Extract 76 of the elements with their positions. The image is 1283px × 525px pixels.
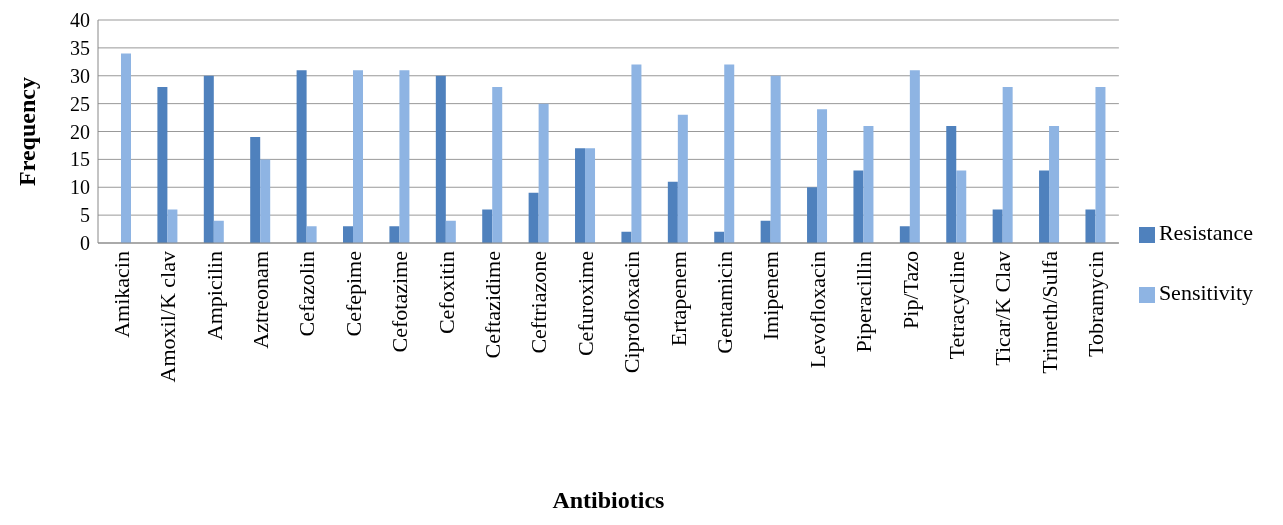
x-tick-label: Piperacillin	[851, 251, 877, 353]
x-tick-label: Tetracycline	[944, 251, 970, 360]
bar	[1002, 86, 1013, 243]
y-tick-label: 20	[70, 120, 90, 143]
x-tick-label: Aztreonam	[248, 251, 274, 349]
x-tick-label: Levofloxacin	[804, 251, 830, 369]
bar	[1085, 209, 1096, 243]
bar	[482, 209, 493, 243]
bar	[807, 187, 818, 243]
y-tick-label: 35	[70, 36, 90, 59]
bar	[445, 220, 456, 243]
y-tick-label: 10	[70, 176, 90, 199]
legend-label: Resistance	[1158, 220, 1253, 245]
x-tick-label: Ceftriazone	[526, 251, 552, 354]
bar	[631, 64, 642, 243]
bar	[353, 70, 364, 243]
x-tick-label: Amoxil/K clav	[155, 251, 181, 383]
bar	[343, 226, 354, 243]
bar	[399, 70, 410, 243]
legend-label: Sensitivity	[1158, 280, 1253, 305]
x-axis-title: Antibiotics	[552, 487, 665, 513]
bar	[492, 86, 503, 243]
bar	[250, 137, 261, 243]
x-tick-label: Ceftazidime	[480, 251, 506, 359]
bar	[528, 192, 539, 243]
bar	[213, 220, 224, 243]
x-tick-label: Gentamicin	[712, 251, 738, 354]
bar	[120, 53, 131, 243]
bar	[853, 170, 864, 243]
y-tick-label: 5	[80, 204, 90, 227]
x-tick-label: Cefazolin	[294, 251, 320, 337]
bar	[946, 125, 957, 243]
bar	[575, 148, 586, 243]
x-tick-label: Pip/Tazo	[897, 251, 923, 329]
x-tick-label: Amikacin	[108, 251, 134, 338]
bar	[296, 70, 307, 243]
x-tick-label: Ampicilin	[201, 251, 227, 341]
y-tick-label: 15	[70, 148, 90, 171]
x-tick-label: Tobramycin	[1083, 251, 1109, 357]
bar	[956, 170, 967, 243]
x-tick-label: Ertapenem	[665, 251, 691, 347]
bar	[167, 209, 178, 243]
bar	[899, 226, 910, 243]
bar	[770, 75, 781, 243]
x-tick-label: Cefotazime	[387, 251, 413, 353]
y-tick-label: 40	[70, 9, 90, 32]
y-tick-label: 25	[70, 92, 90, 115]
y-tick-label: 0	[80, 232, 90, 255]
bar	[1095, 86, 1106, 243]
bar	[909, 70, 920, 243]
bar	[585, 148, 596, 243]
bar	[203, 75, 214, 243]
bar	[389, 226, 400, 243]
bar	[760, 220, 771, 243]
bar	[260, 159, 271, 243]
x-tick-label: Imipenem	[758, 251, 784, 341]
y-axis-title: Frequency	[13, 77, 40, 186]
bar	[863, 125, 874, 243]
bar	[1039, 170, 1050, 243]
bar	[306, 226, 317, 243]
x-tick-label: Ticar/K Clav	[990, 251, 1016, 366]
x-tick-label: Trimeth/Sulfa	[1036, 250, 1062, 374]
bar	[1049, 125, 1060, 243]
y-tick-label: 30	[70, 64, 90, 87]
x-tick-label: Cefuroxime	[572, 251, 598, 357]
x-tick-label: Cefepime	[340, 251, 366, 337]
bar	[817, 109, 828, 243]
x-tick-label: Cefoxitin	[433, 251, 459, 335]
bar	[435, 75, 446, 243]
bar	[677, 114, 688, 243]
bar	[157, 86, 168, 243]
x-tick-label: Ciprofloxacin	[619, 251, 645, 374]
bar	[538, 103, 549, 243]
bar	[992, 209, 1003, 243]
bar	[724, 64, 735, 243]
bar	[667, 181, 678, 243]
